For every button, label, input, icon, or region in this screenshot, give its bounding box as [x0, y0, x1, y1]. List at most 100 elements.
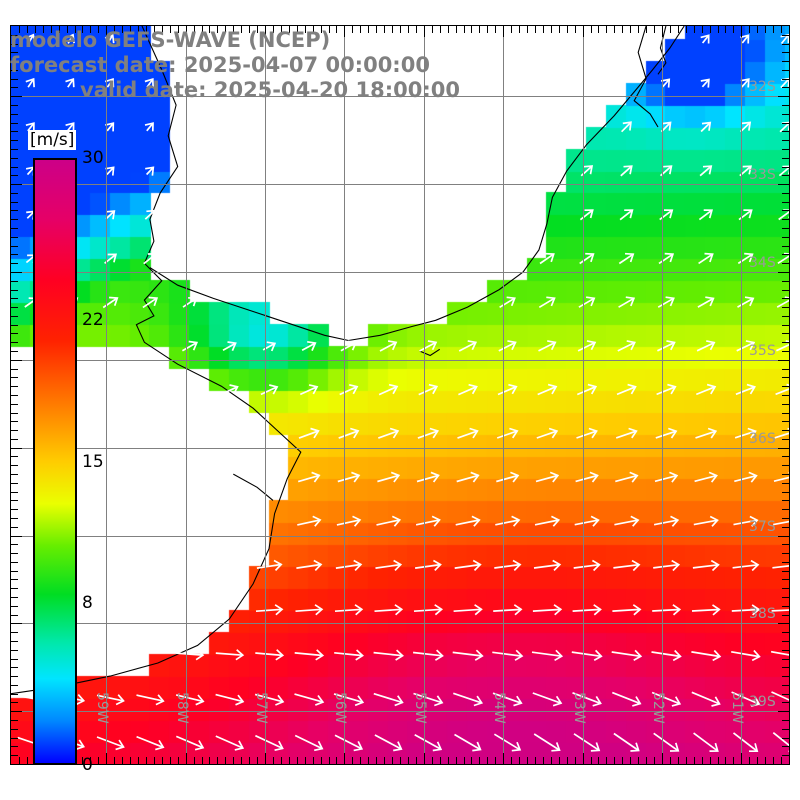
minor-tick: [782, 377, 789, 378]
gridline-lat-32S: [11, 96, 789, 97]
gridline-lon-58W: [186, 26, 187, 764]
minor-tick: [559, 757, 560, 764]
lon-label-55W: 55W: [412, 692, 428, 724]
minor-tick: [225, 26, 226, 33]
gridline-lat-33S: [11, 184, 789, 185]
minor-tick: [90, 757, 91, 764]
minor-tick: [781, 26, 782, 33]
minor-tick: [305, 26, 306, 33]
minor-tick: [782, 333, 789, 334]
minor-tick: [162, 757, 163, 764]
minor-tick: [551, 757, 552, 764]
minor-tick: [11, 263, 18, 264]
minor-tick: [130, 757, 131, 764]
minor-tick: [257, 757, 258, 764]
minor-tick: [344, 757, 345, 764]
gridline-lon-53W: [583, 26, 584, 764]
minor-tick: [11, 35, 18, 36]
minor-tick: [11, 711, 18, 712]
minor-tick: [11, 597, 18, 598]
minor-tick: [782, 210, 789, 211]
minor-tick: [782, 219, 789, 220]
minor-tick: [782, 96, 789, 97]
minor-tick: [591, 757, 592, 764]
minor-tick: [479, 757, 480, 764]
minor-tick: [670, 757, 671, 764]
minor-tick: [782, 254, 789, 255]
minor-tick: [782, 746, 789, 747]
minor-tick: [654, 26, 655, 33]
minor-tick: [432, 757, 433, 764]
minor-tick: [781, 757, 782, 764]
minor-tick: [35, 26, 36, 33]
minor-tick: [11, 465, 18, 466]
minor-tick: [11, 483, 18, 484]
minor-tick: [757, 757, 758, 764]
lat-label-36S: 36S: [749, 431, 776, 447]
lon-label-52W: 52W: [650, 692, 666, 724]
minor-tick: [75, 26, 76, 33]
minor-tick: [11, 518, 18, 519]
minor-tick: [11, 430, 18, 431]
minor-tick: [376, 26, 377, 33]
minor-tick: [11, 175, 18, 176]
minor-tick: [11, 544, 18, 545]
minor-tick: [11, 360, 18, 361]
minor-tick: [725, 26, 726, 33]
minor-tick: [297, 757, 298, 764]
minor-tick: [686, 26, 687, 33]
minor-tick: [400, 26, 401, 33]
minor-tick: [733, 757, 734, 764]
minor-tick: [11, 755, 18, 756]
minor-tick: [11, 623, 18, 624]
minor-tick: [360, 26, 361, 33]
minor-tick: [106, 26, 107, 33]
minor-tick: [782, 702, 789, 703]
colorbar[interactable]: [33, 158, 77, 765]
minor-tick: [130, 26, 131, 33]
minor-tick: [11, 333, 18, 334]
minor-tick: [456, 757, 457, 764]
minor-tick: [209, 26, 210, 33]
minor-tick: [11, 114, 18, 115]
minor-tick: [678, 757, 679, 764]
minor-tick: [782, 755, 789, 756]
minor-tick: [202, 757, 203, 764]
colorbar-tick-30: 30: [82, 148, 104, 168]
minor-tick: [782, 105, 789, 106]
minor-tick: [11, 79, 18, 80]
minor-tick: [265, 26, 266, 33]
map-plot-area[interactable]: 32S 33S 34S 35S 36S 37S 38S 39S 59W 58W 57W 56W 55W…: [10, 25, 790, 765]
minor-tick: [583, 26, 584, 33]
minor-tick: [638, 757, 639, 764]
minor-tick: [782, 52, 789, 53]
minor-tick: [11, 193, 18, 194]
minor-tick: [782, 298, 789, 299]
minor-tick: [662, 757, 663, 764]
minor-tick: [281, 26, 282, 33]
minor-tick: [782, 527, 789, 528]
minor-tick: [591, 26, 592, 33]
minor-tick: [782, 360, 789, 361]
minor-tick: [289, 26, 290, 33]
minor-tick: [11, 632, 18, 633]
minor-tick: [217, 26, 218, 33]
minor-tick: [598, 26, 599, 33]
minor-tick: [122, 26, 123, 33]
minor-tick: [424, 26, 425, 33]
minor-tick: [527, 757, 528, 764]
minor-tick: [782, 492, 789, 493]
minor-tick: [782, 316, 789, 317]
minor-tick: [782, 562, 789, 563]
minor-tick: [519, 757, 520, 764]
minor-tick: [297, 26, 298, 33]
minor-tick: [154, 26, 155, 33]
gridline-lat-37S: [11, 536, 789, 537]
lon-label-56W: 56W: [332, 692, 348, 724]
minor-tick: [360, 757, 361, 764]
minor-tick: [51, 26, 52, 33]
minor-tick: [782, 509, 789, 510]
minor-tick: [440, 26, 441, 33]
minor-tick: [273, 26, 274, 33]
minor-tick: [352, 26, 353, 33]
